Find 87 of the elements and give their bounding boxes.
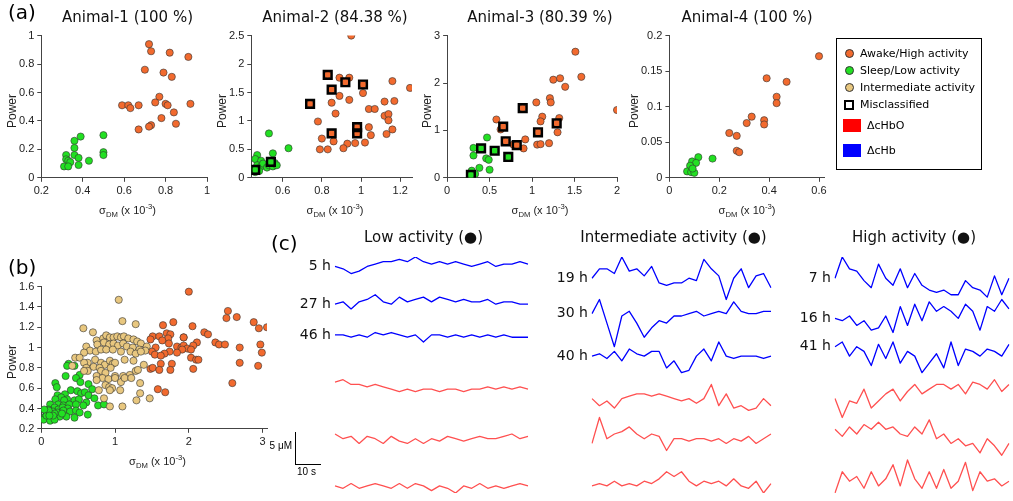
- x-tick-label: 1: [357, 184, 365, 197]
- y-tick-label: 1.2: [18, 320, 35, 333]
- series-label: 41 h: [799, 337, 831, 354]
- series-label: 27 h: [299, 294, 331, 311]
- series-label: 16 h: [799, 309, 831, 325]
- x-tick-label: 2: [185, 435, 192, 448]
- y-tick-label: 1: [433, 123, 441, 136]
- y-tick-label: 0.15: [640, 64, 663, 77]
- legend-label: Awake/High activity: [860, 47, 969, 60]
- x-tick-label: 1: [203, 184, 211, 197]
- chart-title: High activity (●): [850, 228, 978, 246]
- x-axis-title: σ$_{DM}$ (x 10$^{-3}$): [510, 202, 570, 219]
- series-label: 5 h: [308, 257, 331, 274]
- y-axis-title: Power: [5, 343, 19, 381]
- y-tick-label: 1.5: [228, 85, 245, 98]
- chart-title: Animal-2 (84.38 %): [261, 8, 409, 26]
- y-tick-label: 0.8: [18, 57, 35, 70]
- series-label: 19 h: [556, 268, 588, 285]
- legend-label: Intermediate activity: [860, 81, 976, 94]
- x-tick-label: 1: [111, 435, 119, 448]
- y-tick-label: 0.6: [18, 381, 35, 394]
- series-label: 30 h: [556, 304, 588, 321]
- legend-label: ΔcHbO: [867, 119, 905, 132]
- legend-label: Misclassified: [860, 98, 930, 111]
- y-tick-label: 0.6: [18, 85, 35, 98]
- x-tick-label: 0: [38, 435, 45, 448]
- legend-label: Sleep/Low activity: [860, 64, 960, 77]
- y-tick-label: 1.6: [18, 279, 35, 292]
- x-axis-title: σ$_{DM}$ (x 10$^{-3}$): [305, 202, 365, 219]
- x-axis-title: σ$_{DM}$ (x 10$^{-3}$): [717, 202, 777, 219]
- y-tick-label: 0: [28, 170, 35, 183]
- y-axis-title: Power: [627, 92, 641, 130]
- text: (a): [8, 0, 36, 24]
- y-tick-label: 1: [238, 113, 245, 126]
- y-tick-label: 0: [433, 170, 441, 183]
- chart-title: Animal-4 (100 %): [680, 8, 814, 26]
- x-tick-label: 0.6: [116, 184, 132, 197]
- chart-title: Animal-3 (80.39 %): [466, 8, 614, 26]
- y-tick-label: 0: [238, 170, 245, 183]
- y-tick-label: 2.5: [228, 28, 245, 41]
- chart-title: Intermediate activity (●): [579, 228, 768, 246]
- x-axis-title: σ$_{DM}$ (x 10$^{-3}$): [128, 453, 187, 470]
- series-label: 7 h: [808, 268, 831, 285]
- text: (b): [8, 255, 37, 279]
- text: (c): [271, 231, 298, 255]
- y-axis-title: Power: [215, 92, 229, 130]
- x-tick-label: 1.5: [566, 184, 583, 197]
- text: 5 μM: [269, 440, 292, 451]
- chart-title: Animal-1 (100 %): [61, 8, 194, 26]
- x-tick-label: 0: [444, 184, 451, 197]
- y-tick-label: 0.8: [18, 360, 35, 373]
- y-tick-label: 0.5: [228, 142, 245, 155]
- series-label: 40 h: [556, 346, 588, 363]
- chart-title: Low activity (●): [362, 228, 485, 246]
- x-tick-label: 3: [259, 435, 266, 448]
- x-tick-label: 1: [529, 184, 536, 197]
- x-tick-label: 2: [613, 184, 621, 197]
- y-tick-label: 0: [656, 170, 663, 183]
- y-tick-label: 1.4: [18, 299, 35, 312]
- x-tick-label: 0: [666, 184, 673, 197]
- x-tick-label: 0.6: [811, 184, 827, 197]
- x-tick-label: 0.4: [761, 184, 777, 197]
- y-axis-title: Power: [5, 92, 19, 130]
- x-tick-label: 0.2: [711, 184, 727, 197]
- y-tick-label: 3: [433, 28, 441, 41]
- y-tick-label: 2: [433, 76, 441, 89]
- x-tick-label: 0.5: [481, 184, 498, 197]
- x-tick-label: 0.8: [157, 184, 174, 197]
- y-tick-label: 1: [28, 340, 35, 353]
- y-tick-label: 0.2: [18, 142, 35, 155]
- y-tick-label: 0.2: [647, 28, 663, 41]
- y-tick-label: 0.2: [18, 421, 35, 434]
- y-tick-label: 2: [238, 57, 245, 70]
- x-tick-label: 0.8: [314, 184, 330, 197]
- y-axis-title: Power: [420, 92, 434, 130]
- x-axis-title: σ$_{DM}$ (x 10$^{-3}$): [98, 202, 157, 219]
- y-tick-label: 0.4: [18, 113, 35, 126]
- y-tick-label: 0.05: [640, 135, 663, 148]
- y-tick-label: 1: [28, 28, 35, 41]
- legend-label: ΔcHb: [867, 144, 896, 157]
- x-tick-label: 0.4: [75, 184, 91, 197]
- x-tick-label: 1.2: [392, 184, 408, 197]
- text: 10 s: [297, 466, 316, 477]
- x-tick-label: 0.6: [275, 184, 291, 197]
- series-label: 46 h: [299, 325, 331, 342]
- y-tick-label: 0.4: [18, 401, 35, 414]
- y-tick-label: 0.1: [647, 99, 663, 112]
